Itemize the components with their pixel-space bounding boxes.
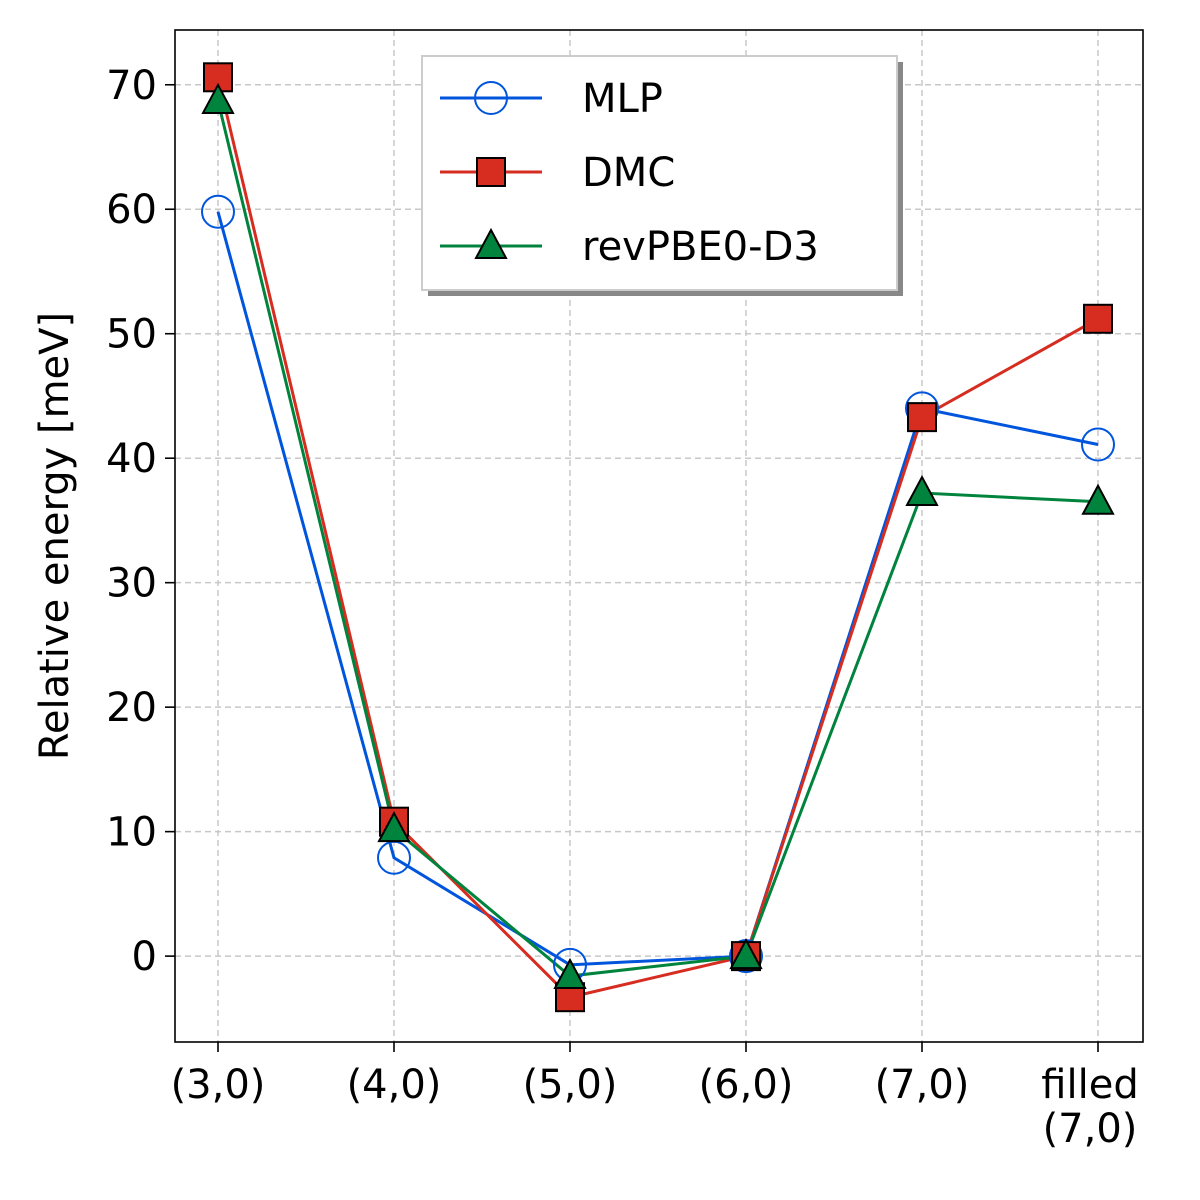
y-tick-label: 60 (106, 187, 157, 233)
plot-frame (174, 29, 1144, 1043)
x-tick-label: (6,0) (699, 1062, 794, 1108)
y-tick-label: 0 (132, 934, 157, 980)
legend-label: revPBE0-D3 (582, 224, 819, 270)
legend-label: DMC (582, 150, 675, 196)
marker (553, 957, 587, 990)
marker (1081, 427, 1115, 462)
x-tick-label: filled (7,0) (1041, 1062, 1138, 1152)
legend-marker (476, 157, 506, 187)
series-line (216, 100, 1099, 978)
marker (201, 194, 235, 229)
marker (201, 82, 235, 114)
series-line (216, 76, 1099, 999)
legend-marker (474, 227, 508, 259)
y-tick-label: 20 (106, 685, 157, 731)
marker (907, 402, 937, 433)
y-tick-label: 10 (106, 810, 157, 856)
y-tick-label: 50 (106, 312, 157, 358)
y-tick-label: 40 (106, 436, 157, 482)
legend-label: MLP (582, 76, 663, 122)
marker (1083, 303, 1113, 334)
x-tick-label: (3,0) (171, 1062, 266, 1108)
legend: MLP DMC revPBE0-D3 (421, 55, 903, 296)
y-tick-label: 70 (106, 63, 157, 109)
marker (729, 937, 763, 970)
series-line (216, 211, 1099, 967)
x-tick-label: (7,0) (875, 1062, 970, 1108)
y-tick-label: 30 (106, 561, 157, 607)
marker (377, 811, 411, 843)
marker (905, 474, 939, 507)
marker (1081, 483, 1115, 515)
y-axis-label: Relative energy [meV] (32, 312, 78, 760)
x-tick-label: (5,0) (523, 1062, 618, 1108)
x-tick-label: (4,0) (347, 1062, 442, 1108)
legend-marker (474, 81, 508, 115)
